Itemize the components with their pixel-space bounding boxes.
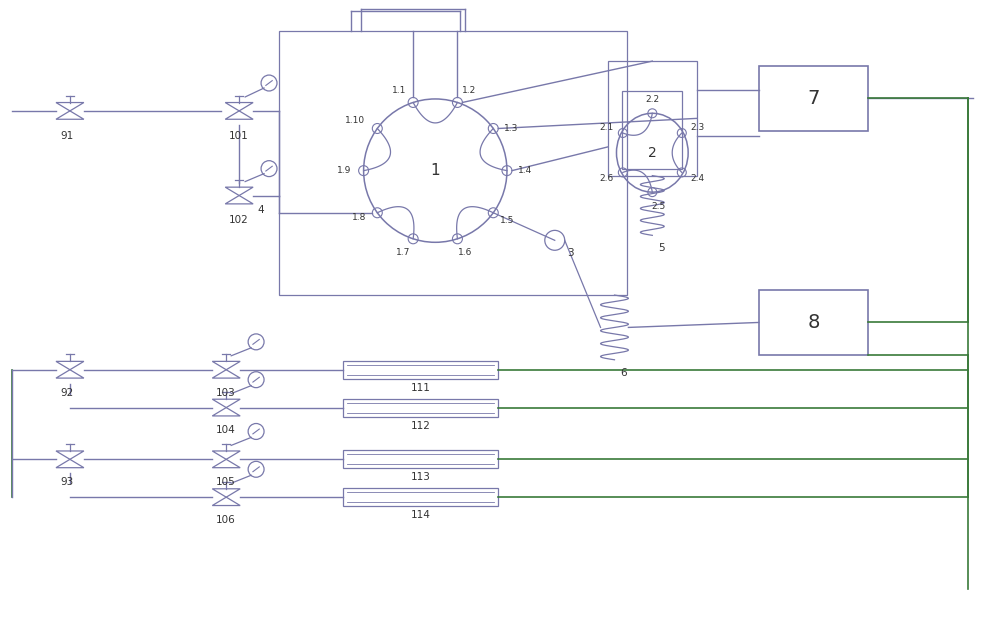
Bar <box>343 450 498 468</box>
Text: 1.7: 1.7 <box>396 248 410 258</box>
Text: 7: 7 <box>807 89 820 108</box>
Text: 1: 1 <box>430 163 440 178</box>
Text: 5: 5 <box>658 243 665 253</box>
Text: 91: 91 <box>60 131 73 141</box>
Text: 1.4: 1.4 <box>518 166 532 175</box>
Text: 2.5: 2.5 <box>651 202 665 211</box>
Text: 92: 92 <box>60 388 73 397</box>
Text: 1.5: 1.5 <box>500 216 514 225</box>
Text: 3: 3 <box>567 248 573 258</box>
Text: 4: 4 <box>257 205 264 215</box>
Bar <box>622 91 682 169</box>
Bar <box>608 61 697 175</box>
Text: 1.9: 1.9 <box>337 166 351 175</box>
Bar <box>343 399 498 417</box>
Bar <box>343 361 498 379</box>
Text: 112: 112 <box>410 420 430 430</box>
Text: 2.4: 2.4 <box>691 174 705 183</box>
Text: 113: 113 <box>410 472 430 482</box>
Text: 8: 8 <box>807 313 820 332</box>
Text: 101: 101 <box>229 131 249 141</box>
Text: 2.1: 2.1 <box>600 123 614 131</box>
Bar <box>343 488 498 506</box>
Text: 104: 104 <box>216 425 236 435</box>
Text: 1.3: 1.3 <box>504 124 518 133</box>
Text: 2.6: 2.6 <box>600 174 614 183</box>
Text: 105: 105 <box>216 477 236 487</box>
Text: 1.1: 1.1 <box>392 86 406 95</box>
Text: 106: 106 <box>216 515 236 525</box>
Text: 2.3: 2.3 <box>691 123 705 131</box>
Text: 102: 102 <box>229 215 249 225</box>
Text: 93: 93 <box>60 477 73 487</box>
Text: 1.8: 1.8 <box>352 213 367 222</box>
Text: 2.2: 2.2 <box>645 95 659 104</box>
Text: 2: 2 <box>648 146 657 160</box>
Bar <box>279 31 627 295</box>
Text: 103: 103 <box>216 388 236 397</box>
Text: 1.10: 1.10 <box>345 116 365 125</box>
Text: 1.6: 1.6 <box>458 248 473 258</box>
Text: 114: 114 <box>410 510 430 520</box>
Text: 1.2: 1.2 <box>462 86 477 95</box>
Text: 6: 6 <box>620 368 627 378</box>
Bar <box>759 66 868 131</box>
Bar <box>759 290 868 355</box>
Text: 111: 111 <box>410 383 430 392</box>
